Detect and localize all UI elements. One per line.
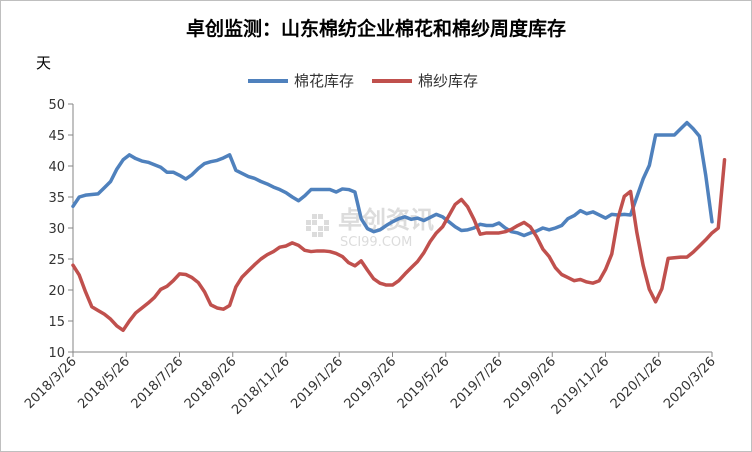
watermark-logo-cell (312, 220, 317, 225)
x-tick-label: 2019/1/26 (288, 354, 346, 412)
legend-swatch-yarn (372, 78, 413, 83)
y-tick-label: 40 (48, 160, 65, 175)
y-tick-label: 25 (48, 253, 65, 268)
x-tick-label: 2018/5/26 (75, 354, 133, 412)
y-tick-label: 10 (48, 346, 65, 361)
watermark-logo-cell (324, 226, 329, 231)
legend: 棉花库存 棉纱库存 (248, 70, 496, 91)
watermark-logo-cell (318, 226, 323, 231)
x-tick-label: 2018/3/26 (22, 354, 80, 412)
y-tick-label: 30 (48, 222, 65, 237)
y-tick-label: 20 (48, 284, 65, 299)
x-tick-label: 2019/5/26 (395, 354, 453, 412)
legend-item-yarn: 棉纱库存 (372, 70, 478, 91)
y-axis-unit: 天 (36, 54, 52, 72)
x-tick-label: 2019/3/26 (342, 354, 400, 412)
x-tick-label: 2020/3/26 (661, 354, 719, 412)
series-line-cotton (71, 120, 714, 238)
x-tick-label: 2018/7/26 (129, 354, 187, 412)
watermark-logo-cell (312, 232, 317, 237)
chart-title: 卓创监测：山东棉纺企业棉花和棉纱周度库存 (185, 18, 566, 40)
watermark-logo-cell (312, 214, 317, 219)
x-tick-labels: 2018/3/262018/5/262018/7/262018/9/262018… (22, 354, 719, 418)
watermark-logo-cell (306, 220, 311, 225)
watermark-logo-icon (306, 214, 329, 237)
x-tick-label: 2020/1/26 (608, 354, 666, 412)
x-tick-label: 2019/7/26 (448, 354, 506, 412)
x-tick-label: 2019/9/26 (501, 354, 559, 412)
axes (68, 103, 713, 357)
series-lines (71, 120, 727, 333)
watermark-logo-cell (318, 214, 323, 219)
y-tick-label: 50 (48, 98, 65, 113)
watermark-logo-cell (324, 220, 329, 225)
watermark-url: SCI99.COM (340, 235, 412, 250)
y-tick-label: 45 (48, 129, 65, 144)
legend-swatch-cotton (248, 78, 288, 83)
x-tick-label: 2019/11/26 (549, 354, 613, 418)
y-tick-labels: 10 15 20 25 30 35 40 45 50 (48, 98, 65, 361)
y-tick-label: 35 (48, 191, 65, 206)
legend-item-cotton: 棉花库存 (248, 70, 354, 91)
watermark-logo-cell (318, 232, 323, 237)
watermark-logo-cell (306, 226, 311, 231)
x-tick-label: 2018/9/26 (182, 354, 240, 412)
series-line-yarn (71, 158, 727, 333)
legend-label-yarn: 棉纱库存 (418, 72, 479, 90)
legend-label-cotton: 棉花库存 (294, 72, 355, 90)
x-tick-label: 2018/11/26 (229, 354, 293, 418)
y-tick-label: 15 (48, 315, 65, 330)
